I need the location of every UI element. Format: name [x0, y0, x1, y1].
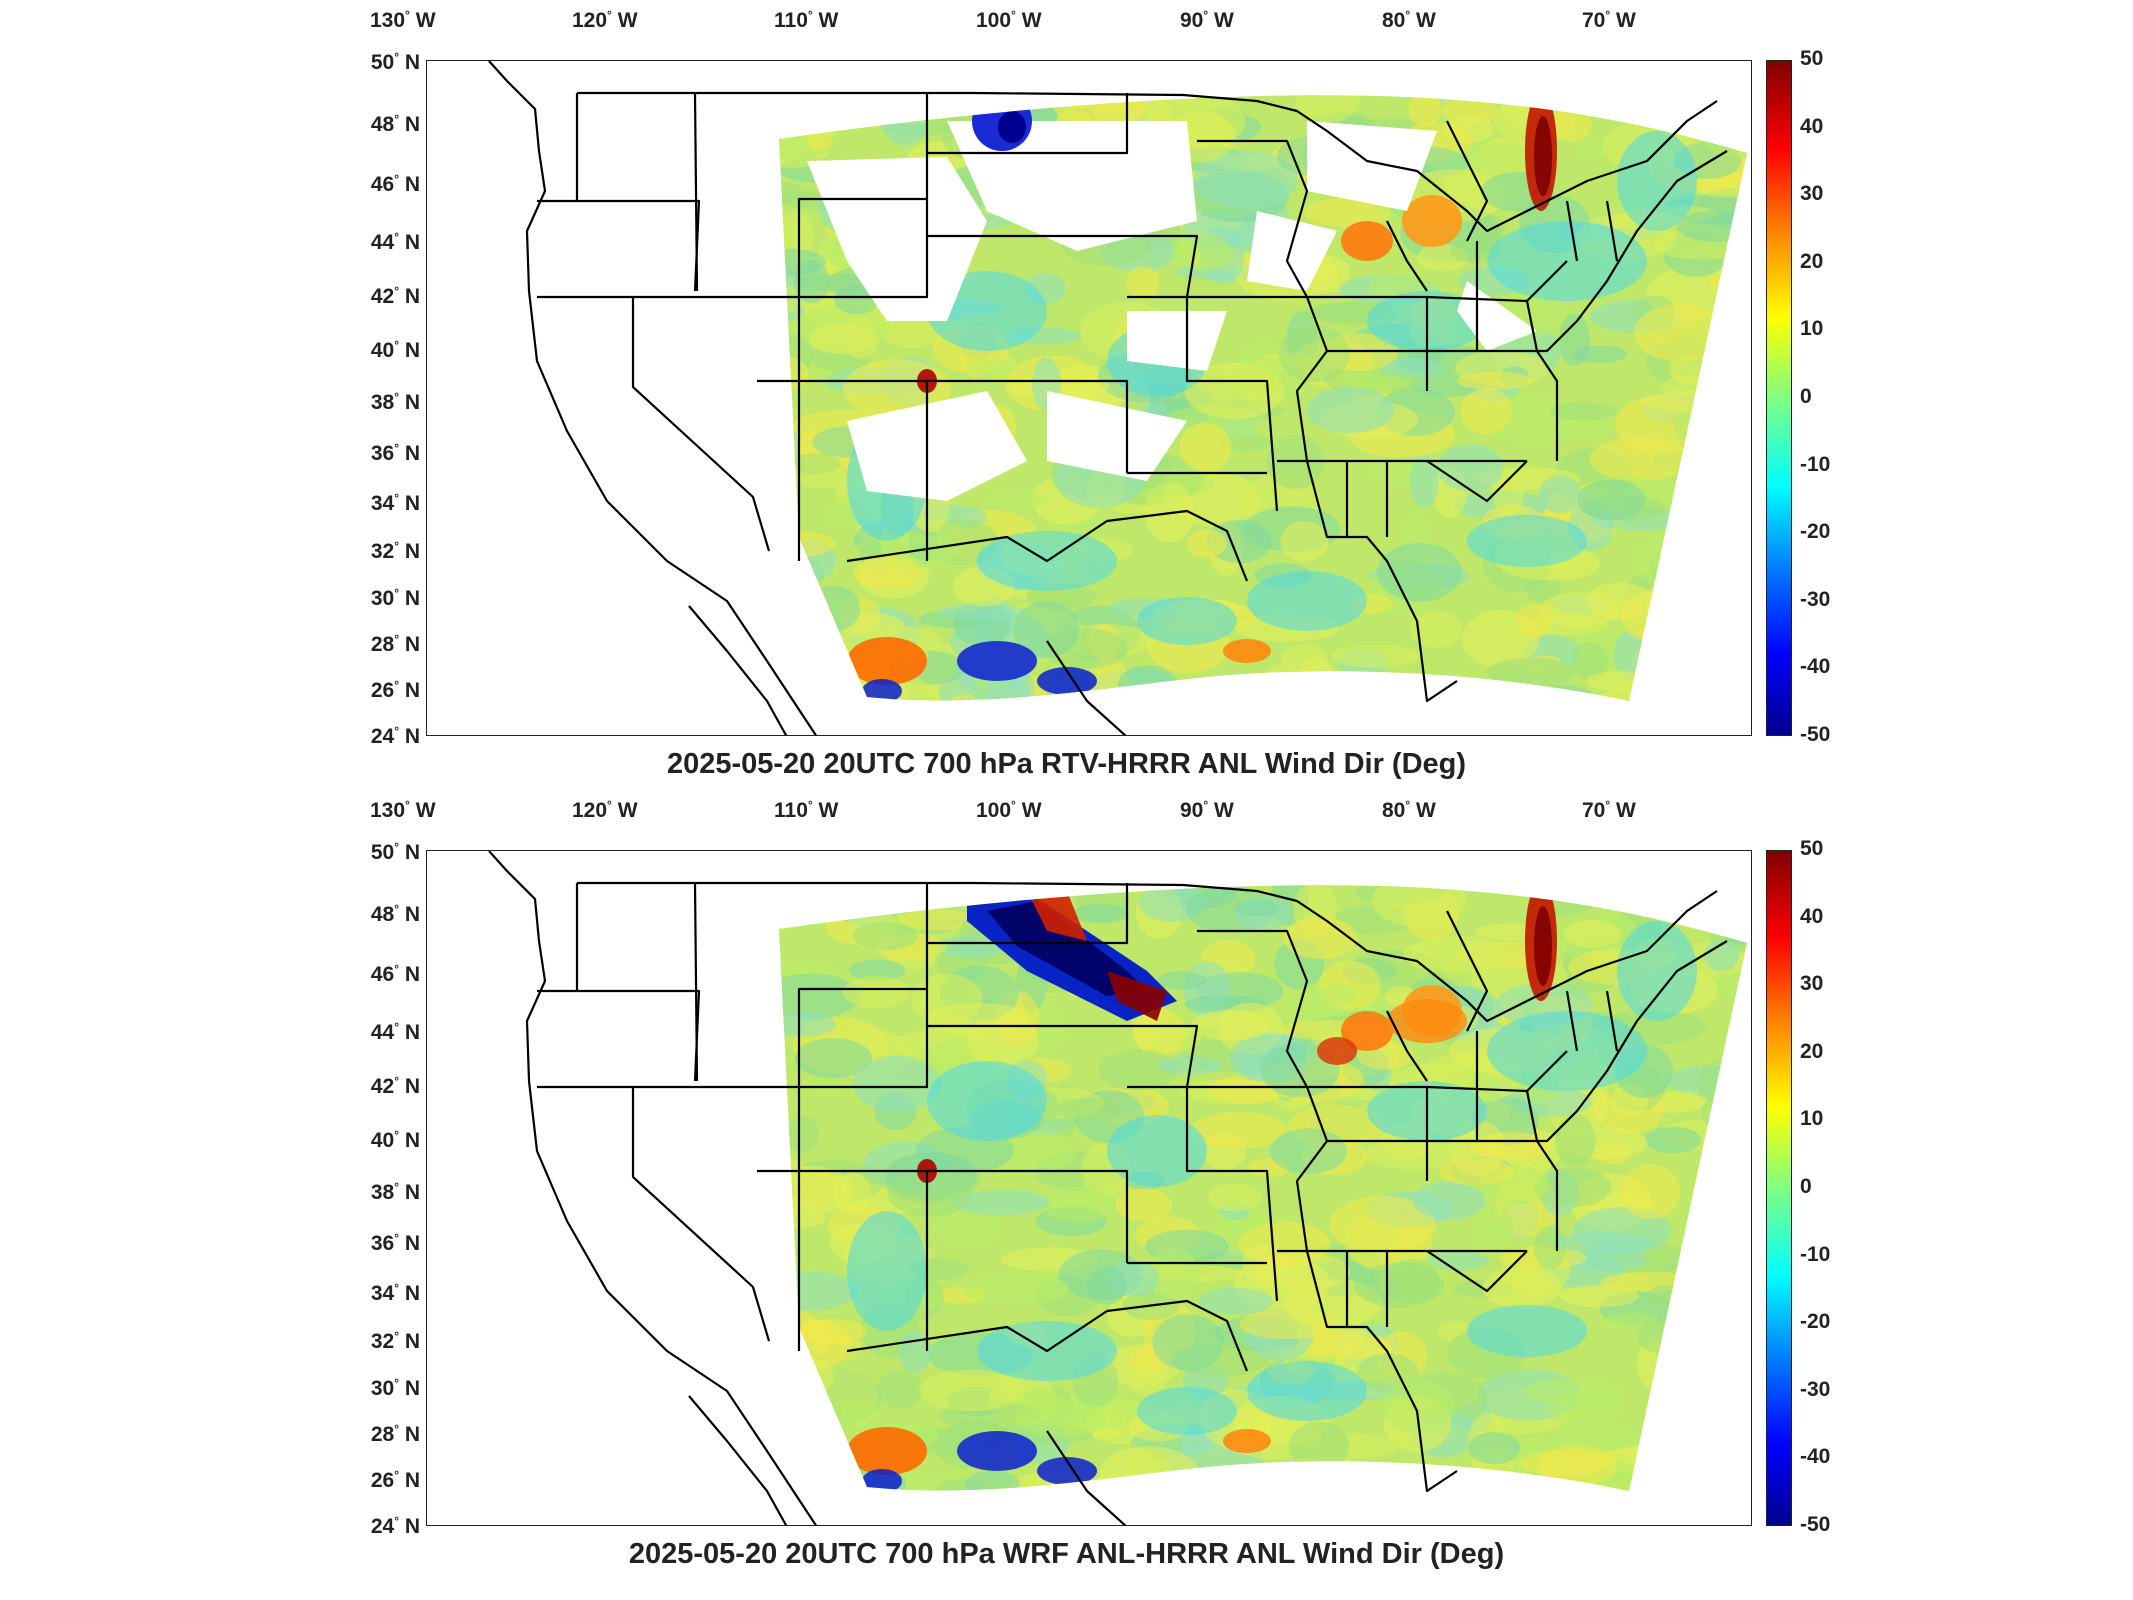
latitude-label: 38° N: [370, 1180, 420, 1204]
colorbar-tick-label: 30: [1800, 182, 1824, 206]
longitude-label: 80° W: [1382, 8, 1436, 32]
panel-title: 2025-05-20 20UTC 700 hPa WRF ANL-HRRR AN…: [628, 1538, 1505, 1570]
latitude-label: 50° N: [370, 840, 420, 864]
colorbar-tick-label: 10: [1800, 317, 1824, 341]
latitude-label: 44° N: [370, 230, 420, 254]
longitude-label: 130° W: [370, 798, 436, 822]
colorbar-tick-label: 50: [1800, 837, 1824, 860]
latitude-label: 42° N: [370, 1074, 420, 1098]
latitude-label: 44° N: [370, 1020, 420, 1044]
latitude-label: 36° N: [370, 441, 420, 465]
latitude-label: 32° N: [370, 539, 420, 563]
longitude-label: 90° W: [1180, 798, 1234, 822]
latitude-label: 40° N: [370, 338, 420, 362]
map-canvas-rtv: [488, 61, 1747, 735]
colorbar-tick-label: -10: [1800, 1242, 1831, 1266]
colorbar-tick-label: 20: [1800, 249, 1824, 273]
latitude-label: 36° N: [370, 1231, 420, 1255]
colorbar-tick-label: 0: [1800, 1175, 1812, 1198]
colorbar-tick-label: 10: [1800, 1107, 1824, 1131]
longitude-label: 110° W: [774, 8, 839, 32]
latitude-labels: 50° N 48° N 46° N 44° N 42° N 40° N 38° N 36° N…: [330, 0, 420, 790]
latitude-label: 28° N: [370, 1422, 420, 1446]
longitude-label: 110° W: [774, 798, 839, 822]
latitude-label: 24° N: [370, 724, 420, 748]
latitude-label: 48° N: [370, 902, 420, 926]
colorbar-tick-label: -20: [1800, 520, 1831, 544]
panel-title: 2025-05-20 20UTC 700 hPa RTV-HRRR ANL Wi…: [666, 748, 1467, 780]
longitude-label: 130° W: [370, 8, 436, 32]
longitude-label: 120° W: [572, 8, 638, 32]
latitude-label: 30° N: [370, 1376, 420, 1400]
latitude-label: 24° N: [370, 1514, 420, 1538]
colorbar-tick-label: -50: [1800, 723, 1831, 746]
latitude-label: 26° N: [370, 678, 420, 702]
longitude-label: 70° W: [1582, 798, 1636, 822]
colorbar-tick-label: 40: [1800, 904, 1824, 928]
latitude-labels: 50° N 48° N 46° N 44° N 42° N 40° N 38° N 36° N…: [330, 790, 420, 1580]
colorbar-tick-label: -40: [1800, 655, 1831, 679]
colorbar-tick-label: 20: [1800, 1039, 1824, 1063]
longitude-label: 70° W: [1582, 8, 1636, 32]
state-boundaries: [488, 851, 1728, 1525]
latitude-label: 30° N: [370, 586, 420, 610]
latitude-label: 26° N: [370, 1468, 420, 1492]
latitude-label: 34° N: [370, 1281, 420, 1305]
latitude-label: 48° N: [370, 112, 420, 136]
colorbar-tick-label: -50: [1800, 1513, 1831, 1536]
latitude-label: 32° N: [370, 1329, 420, 1353]
colorbar-tick-label: -30: [1800, 1377, 1831, 1401]
state-boundaries: [488, 61, 1728, 735]
latitude-label: 28° N: [370, 632, 420, 656]
colorbar-tick-label: -40: [1800, 1445, 1831, 1469]
latitude-label: 42° N: [370, 284, 420, 308]
panel-wrf: 130° W 120° W 110° W 100° W 90° W 80° W 70° W …: [0, 790, 2133, 1580]
longitude-label: 100° W: [976, 8, 1042, 32]
colorbar: [1766, 60, 1792, 736]
colorbar-tick-label: 30: [1800, 972, 1824, 996]
colorbar-tick-label: 40: [1800, 114, 1824, 138]
map-canvas-wrf: [488, 851, 1747, 1525]
longitude-label: 100° W: [976, 798, 1042, 822]
longitude-label: 120° W: [572, 798, 638, 822]
longitude-label: 90° W: [1180, 8, 1234, 32]
map-wrf: [426, 850, 1752, 1526]
map-rtv: [426, 60, 1752, 736]
latitude-label: 46° N: [370, 172, 420, 196]
colorbar-tick-label: -20: [1800, 1310, 1831, 1334]
colorbar-tick-label: -10: [1800, 452, 1831, 476]
latitude-label: 38° N: [370, 390, 420, 414]
panel-rtv: 130° W 120° W 110° W 100° W 90° W 80° W 70° W …: [0, 0, 2133, 790]
latitude-label: 50° N: [370, 50, 420, 74]
colorbar: [1766, 850, 1792, 1526]
latitude-label: 46° N: [370, 962, 420, 986]
longitude-label: 80° W: [1382, 798, 1436, 822]
latitude-label: 40° N: [370, 1128, 420, 1152]
colorbar-tick-label: 0: [1800, 385, 1812, 408]
wind-direction-field: [779, 95, 1747, 701]
latitude-label: 34° N: [370, 491, 420, 515]
colorbar-tick-label: 50: [1800, 47, 1824, 70]
wind-direction-field: [779, 885, 1747, 1491]
colorbar-tick-label: -30: [1800, 587, 1831, 611]
